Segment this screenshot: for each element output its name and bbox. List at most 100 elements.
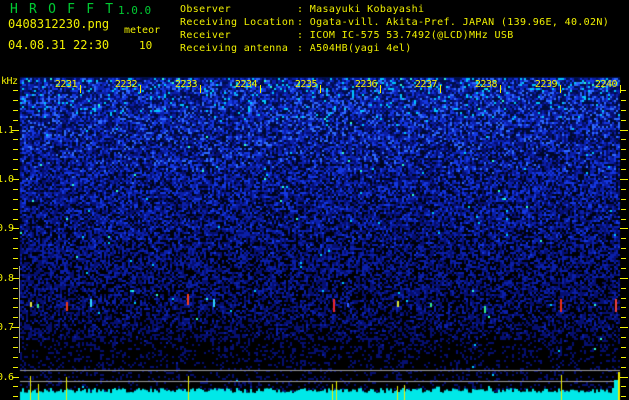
- time-tick-label: 2239: [534, 79, 558, 90]
- observation-info: Observer: Masayuki Kobayashi Receiving L…: [180, 3, 609, 55]
- freq-minor-tick: [13, 238, 18, 239]
- freq-minor-tick: [621, 139, 626, 140]
- freq-minor-tick: [13, 258, 18, 259]
- info-separator: :: [297, 17, 310, 28]
- output-filename: 0408312230.png: [8, 17, 110, 31]
- freq-minor-tick: [621, 298, 626, 299]
- info-label: Observer: [180, 4, 231, 15]
- observation-datetime: 04.08.31 22:30: [8, 38, 110, 52]
- info-row-observer: Observer: Masayuki Kobayashi: [180, 3, 609, 16]
- time-tick-mark: [620, 85, 621, 93]
- freq-minor-tick: [621, 317, 626, 318]
- info-row-antenna: Receiving antenna: A504HB(yagi 4el): [180, 42, 609, 55]
- freq-minor-tick: [13, 317, 18, 318]
- freq-minor-tick: [13, 357, 18, 358]
- count-value: 10: [139, 39, 153, 52]
- freq-minor-tick: [621, 288, 626, 289]
- time-tick-mark: [200, 85, 201, 93]
- time-tick-label: 2236: [354, 79, 378, 90]
- info-label: Receiving Location: [180, 17, 295, 28]
- freq-minor-tick: [621, 307, 626, 308]
- freq-tick-label: 0.7: [0, 322, 14, 333]
- freq-minor-tick: [13, 90, 18, 91]
- freq-minor-tick: [621, 189, 626, 190]
- time-tick-mark: [440, 85, 441, 93]
- time-tick-mark: [560, 85, 561, 93]
- app-version: 1.0.0: [118, 4, 152, 17]
- freq-minor-tick: [13, 139, 18, 140]
- time-tick-mark: [260, 85, 261, 93]
- info-value: A504HB(yagi 4el): [309, 43, 412, 54]
- freq-minor-tick: [13, 110, 18, 111]
- freq-minor-tick: [621, 219, 626, 220]
- freq-major-tick: [620, 278, 628, 279]
- time-tick-label: 2233: [174, 79, 198, 90]
- freq-minor-tick: [13, 209, 18, 210]
- freq-minor-tick: [621, 258, 626, 259]
- freq-minor-tick: [13, 219, 18, 220]
- freq-minor-tick: [621, 159, 626, 160]
- freq-major-tick: [12, 278, 19, 279]
- y-axis-unit-label: kHz: [1, 76, 18, 87]
- freq-minor-tick: [13, 337, 18, 338]
- info-value: ICOM IC-575 53.7492(@LCD)MHz USB: [309, 30, 514, 41]
- freq-minor-tick: [621, 169, 626, 170]
- freq-tick-label: 0.8: [0, 273, 14, 284]
- freq-minor-tick: [13, 159, 18, 160]
- freq-major-tick: [12, 377, 19, 378]
- freq-minor-tick: [13, 120, 18, 121]
- freq-major-tick: [620, 377, 628, 378]
- freq-minor-tick: [621, 248, 626, 249]
- freq-minor-tick: [13, 248, 18, 249]
- freq-major-tick: [620, 130, 628, 131]
- freq-minor-tick: [13, 347, 18, 348]
- freq-minor-tick: [621, 110, 626, 111]
- freq-minor-tick: [13, 189, 18, 190]
- freq-minor-tick: [13, 307, 18, 308]
- time-tick-mark: [320, 85, 321, 93]
- info-label: Receiving antenna: [180, 43, 289, 54]
- time-tick-mark: [80, 85, 81, 93]
- time-tick-mark: [140, 85, 141, 93]
- freq-minor-tick: [13, 169, 18, 170]
- freq-tick-label: 1.0: [0, 174, 14, 185]
- freq-minor-tick: [13, 298, 18, 299]
- time-tick-label: 2238: [474, 79, 498, 90]
- info-label: Receiver: [180, 30, 231, 41]
- freq-minor-tick: [13, 367, 18, 368]
- freq-major-tick: [620, 179, 628, 180]
- info-value: Masayuki Kobayashi: [309, 4, 425, 15]
- time-tick-label: 2240: [594, 79, 618, 90]
- freq-tick-label: 0.9: [0, 223, 14, 234]
- freq-minor-tick: [621, 100, 626, 101]
- freq-minor-tick: [621, 367, 626, 368]
- freq-tick-label: 0.6: [0, 372, 14, 383]
- time-tick-label: 2231: [54, 79, 78, 90]
- info-row-receiver: Receiver: ICOM IC-575 53.7492(@LCD)MHz U…: [180, 29, 609, 42]
- level-scale-bar: [19, 266, 20, 353]
- info-separator: :: [297, 30, 310, 41]
- freq-minor-tick: [621, 386, 626, 387]
- time-tick-label: 2235: [294, 79, 318, 90]
- freq-minor-tick: [13, 396, 18, 397]
- freq-minor-tick: [621, 120, 626, 121]
- time-tick-label: 2237: [414, 79, 438, 90]
- freq-minor-tick: [13, 100, 18, 101]
- freq-major-tick: [12, 228, 19, 229]
- freq-minor-tick: [13, 288, 18, 289]
- freq-major-tick: [12, 179, 19, 180]
- freq-minor-tick: [621, 209, 626, 210]
- time-tick-mark: [380, 85, 381, 93]
- freq-minor-tick: [621, 149, 626, 150]
- time-tick-mark: [500, 85, 501, 93]
- freq-tick-label: 1.1: [0, 125, 14, 136]
- freq-minor-tick: [13, 149, 18, 150]
- freq-minor-tick: [621, 268, 626, 269]
- freq-minor-tick: [621, 199, 626, 200]
- freq-major-tick: [620, 327, 628, 328]
- freq-minor-tick: [621, 90, 626, 91]
- freq-major-tick: [12, 130, 19, 131]
- freq-minor-tick: [621, 347, 626, 348]
- info-separator: :: [297, 43, 310, 54]
